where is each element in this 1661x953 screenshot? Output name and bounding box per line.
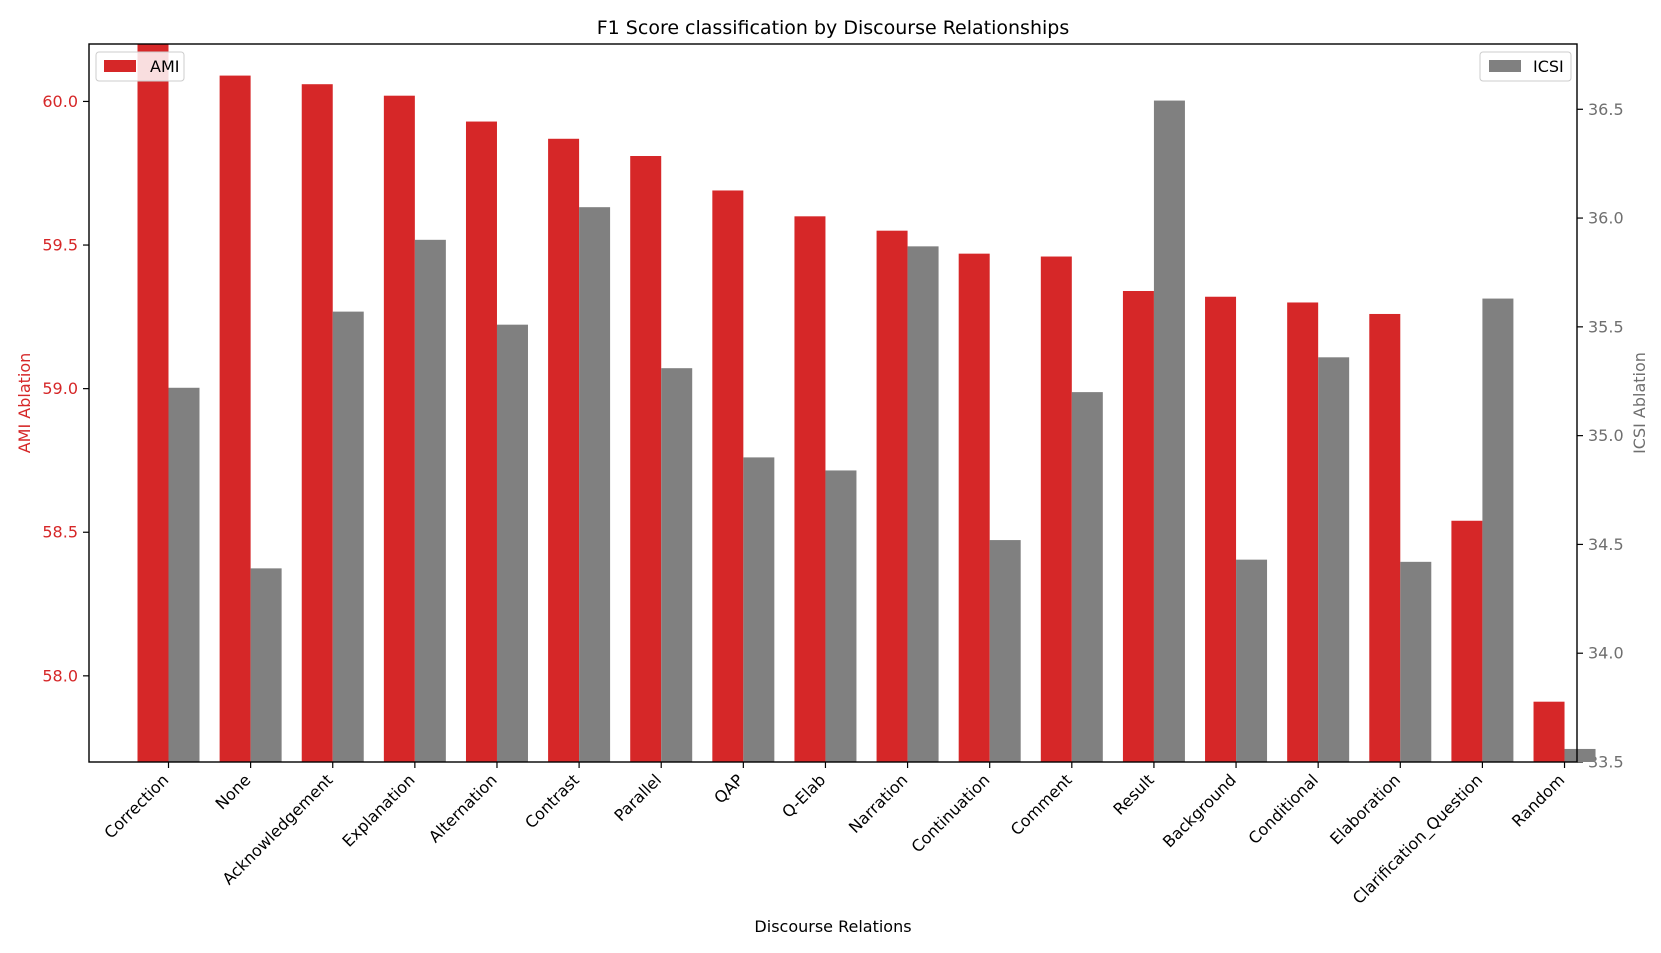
legend-icsi-swatch <box>1489 60 1521 72</box>
bar-ami <box>1533 701 1565 762</box>
bar-ami <box>383 95 415 763</box>
left-axis-label: AMI Ablation <box>15 353 34 454</box>
right-tick-label: 35.5 <box>1588 317 1624 336</box>
plot-frame <box>88 43 1578 763</box>
x-tick-label: Random <box>1508 770 1568 830</box>
x-tick-label: Conditional <box>1244 770 1322 848</box>
right-tick-label: 36.5 <box>1588 100 1624 119</box>
bar-ami <box>1451 520 1483 762</box>
bar-icsi <box>168 387 200 762</box>
bar-icsi <box>1318 357 1350 762</box>
legend-ami-label: AMI <box>150 57 179 76</box>
bar-icsi <box>579 207 611 762</box>
bar-ami <box>712 190 744 763</box>
x-tick-label: Alternation <box>425 770 501 846</box>
bar-ami <box>1122 290 1154 762</box>
left-tick-label: 59.0 <box>42 379 78 398</box>
bars-group <box>137 44 1596 763</box>
bar-ami <box>630 156 662 762</box>
legend-icsi-label: ICSI <box>1533 57 1564 76</box>
x-tick-label: None <box>211 770 254 813</box>
left-tick-label: 58.5 <box>42 523 78 542</box>
right-tick-label: 36.0 <box>1588 209 1624 228</box>
bar-icsi <box>496 324 528 762</box>
bar-ami <box>1369 313 1401 762</box>
x-tick-label: Correction <box>100 770 172 842</box>
x-tick-label: Elaboration <box>1326 770 1404 848</box>
x-tick-label: Parallel <box>610 770 665 825</box>
x-tick-label: Contrast <box>521 770 583 832</box>
bar-icsi <box>907 246 939 762</box>
x-tick-label: Q-Elab <box>778 770 829 821</box>
bar-ami <box>548 138 580 762</box>
chart-title: F1 Score classification by Discourse Rel… <box>597 17 1070 39</box>
bar-icsi <box>661 368 693 762</box>
left-tick-label: 59.5 <box>42 236 78 255</box>
bar-ami <box>1287 302 1319 762</box>
right-tick-label: 35.0 <box>1588 426 1624 445</box>
bar-icsi <box>1236 559 1268 762</box>
left-tick-label: 60.0 <box>42 92 78 111</box>
bar-ami <box>794 216 826 762</box>
legend-ami-swatch <box>104 60 136 72</box>
x-tick-label: Narration <box>845 770 912 837</box>
x-tick-label: Explanation <box>338 770 418 850</box>
x-tick-label: QAP <box>710 770 747 807</box>
bar-ami <box>465 121 497 762</box>
x-tick-label: Background <box>1159 770 1240 851</box>
bar-ami <box>219 75 251 763</box>
bar-icsi <box>414 239 446 762</box>
bar-ami <box>958 253 990 762</box>
left-tick-label: 58.0 <box>42 666 78 685</box>
bar-icsi <box>1564 748 1596 762</box>
left-axis-ticks: 58.0 58.5 59.0 59.5 60.0 <box>42 92 89 685</box>
bar-ami <box>137 44 169 762</box>
bar-icsi <box>1153 100 1185 762</box>
legend-ami: AMI <box>95 51 185 82</box>
bar-icsi <box>1482 298 1514 762</box>
bar-icsi <box>250 568 282 762</box>
x-tick-label: Continuation <box>908 770 994 856</box>
legend-icsi: ICSI <box>1479 51 1572 82</box>
right-tick-label: 33.5 <box>1588 753 1624 772</box>
bar-ami <box>876 230 908 762</box>
bar-ami <box>1205 296 1237 762</box>
bar-icsi <box>825 470 857 762</box>
bar-ami <box>301 84 333 762</box>
x-tick-label: Comment <box>1007 770 1076 839</box>
right-tick-label: 34.0 <box>1588 644 1624 663</box>
bar-icsi <box>989 540 1021 762</box>
bar-ami <box>1040 256 1072 762</box>
right-axis-ticks: 33.5 34.0 34.5 35.0 35.5 36.0 36.5 <box>1577 100 1624 772</box>
bar-icsi <box>1071 392 1103 762</box>
x-tick-label: Result <box>1109 770 1157 818</box>
bar-icsi <box>1400 561 1432 762</box>
bar-icsi <box>332 311 364 762</box>
right-axis-label: ICSI Ablation <box>1630 352 1649 454</box>
bar-icsi <box>743 457 775 762</box>
x-axis-label: Discourse Relations <box>754 917 911 936</box>
right-tick-label: 34.5 <box>1588 535 1624 554</box>
